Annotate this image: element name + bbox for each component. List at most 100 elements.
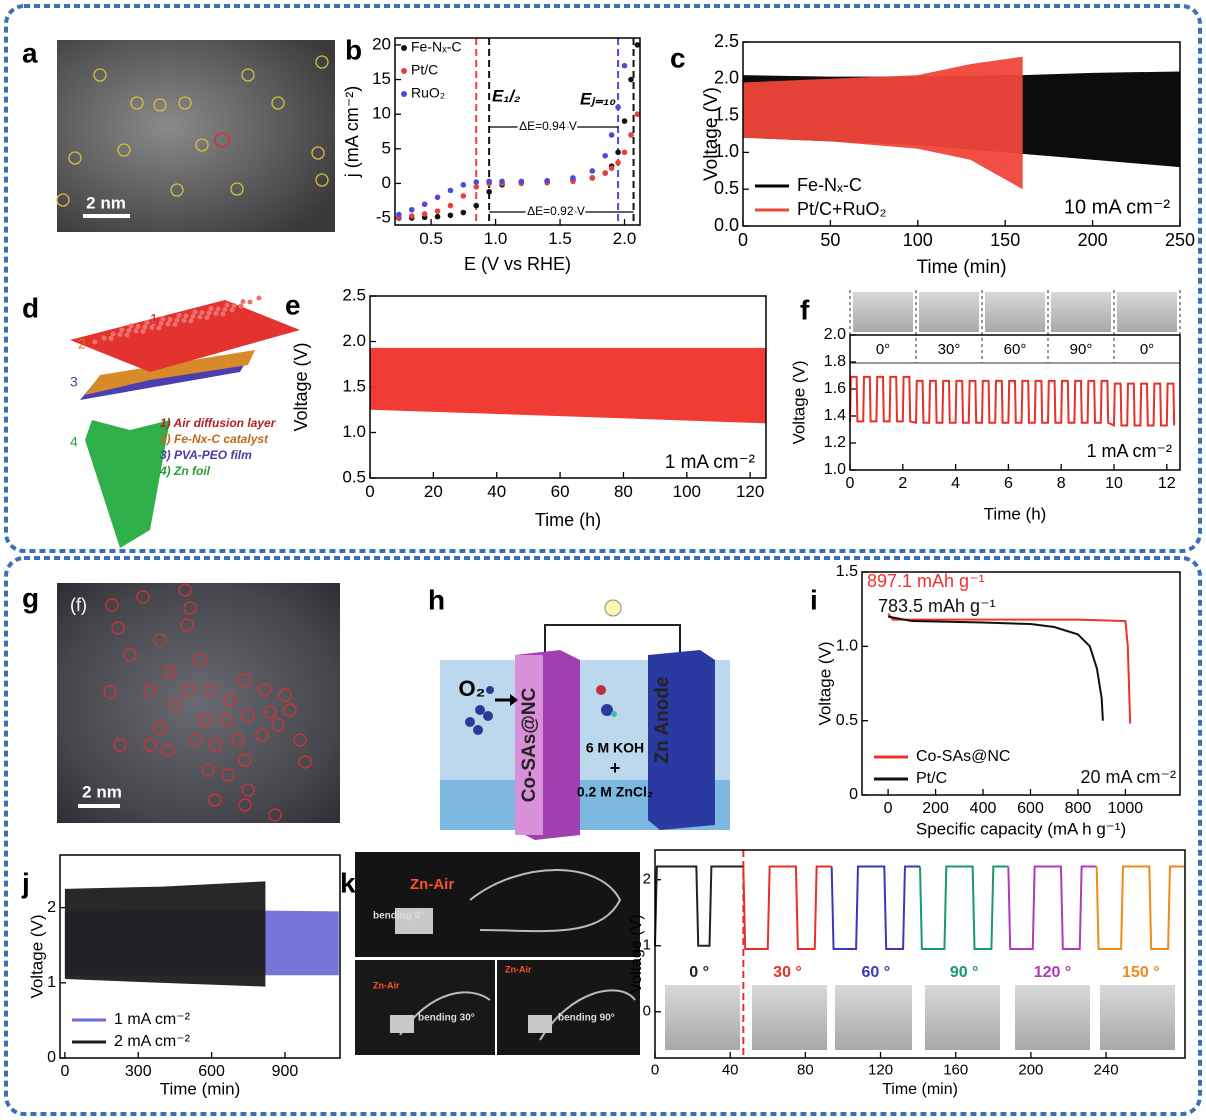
data-point (473, 202, 480, 209)
data-point (486, 178, 492, 185)
image-tag: (f) (70, 595, 87, 615)
pore-dot (135, 324, 141, 329)
data-line (1007, 865, 1097, 951)
y-axis-label: Voltage (V) (701, 87, 722, 181)
photo-caption: bending 90° (558, 1013, 615, 1024)
panel-border (4, 4, 1202, 553)
marker-circle (178, 583, 192, 597)
marker-circle (143, 738, 157, 752)
x-axis-label: Time (h) (535, 510, 601, 530)
y-tick-label: 0 (849, 786, 858, 803)
photo (1117, 292, 1177, 332)
pore-dot (144, 320, 150, 325)
x-tick-label: 160 (943, 1062, 968, 1079)
pore-dot (192, 309, 198, 315)
marker-circle (117, 143, 131, 157)
x-tick-label: 2.0 (613, 229, 637, 248)
y-tick-label: 0.5 (836, 712, 858, 729)
plot-frame (369, 295, 767, 479)
data-point (634, 42, 641, 48)
panel-label: b (345, 34, 362, 65)
marker-circle (113, 738, 127, 752)
data-point (473, 179, 480, 185)
marker-circle (238, 798, 252, 812)
pore-dot (183, 313, 189, 319)
photo-caption: bending 0° (373, 911, 424, 922)
y-tick-label: 5 (382, 138, 391, 157)
y-tick-label: 1.2 (824, 434, 846, 451)
pore-dot (224, 302, 230, 308)
x-tick-label: 80 (797, 1062, 814, 1079)
x-tick-label: 400 (970, 800, 997, 817)
pore-dot (213, 311, 219, 316)
data-point (473, 184, 480, 190)
data-line (849, 375, 1176, 428)
data-point (589, 175, 596, 181)
marker-circle (183, 601, 197, 615)
x-tick-label: 20 (424, 482, 443, 501)
pore-dot (174, 317, 180, 323)
y-tick-label: 2 (643, 871, 651, 888)
marker-circle (268, 808, 282, 822)
panel-label: k (340, 867, 356, 898)
data-line (919, 865, 1009, 951)
marker-circle (105, 598, 119, 612)
marker-circle (278, 688, 292, 702)
panel-label: f (800, 294, 810, 325)
x-tick-label: 1.0 (484, 229, 508, 248)
y-tick-label: 0.5 (342, 467, 366, 486)
data-point (570, 175, 576, 181)
panel-label: c (670, 42, 686, 73)
data-point (628, 132, 634, 138)
data-band (64, 881, 266, 987)
marker-circle (208, 738, 222, 752)
y-tick-label: 10 (372, 104, 391, 123)
y-tick-label: 0 (47, 1049, 56, 1066)
pore-dot (204, 315, 210, 320)
angle-label: 60° (1004, 341, 1027, 358)
y-tick-label: 1.0 (342, 422, 366, 441)
marker-circle (143, 683, 157, 697)
plot-frame (849, 334, 1181, 471)
annotation: 1 mA cm⁻² (665, 452, 755, 473)
x-tick-label: 12 (1158, 475, 1176, 492)
x-tick-label: 0 (365, 482, 374, 501)
marker-circle (241, 708, 255, 722)
data-point (634, 111, 641, 117)
y-axis-label: Voltage (V) (815, 641, 834, 725)
data-point (421, 201, 428, 208)
y-tick-label: 0 (643, 1003, 651, 1020)
x-tick-label: 0 (738, 230, 748, 250)
pore-dot (229, 307, 235, 313)
data-point (621, 62, 628, 69)
pore-dot (188, 318, 194, 324)
series-label: 120 ° (1034, 964, 1072, 981)
data-line (1095, 865, 1185, 951)
annotation: 20 mA cm⁻² (1080, 767, 1176, 787)
marker-circle (238, 753, 252, 767)
device-label: Zn-Air (410, 876, 454, 893)
data-point (434, 208, 441, 214)
layer-number: 2 (78, 336, 86, 352)
panel-label: g (22, 582, 39, 613)
pore-dot (119, 327, 125, 333)
legend-text: 4) Zn foil (159, 464, 211, 478)
device-label: Zn-Air (505, 964, 532, 974)
pore-dot (142, 324, 148, 330)
legend-label: Fe-Nₓ-C (797, 175, 862, 195)
y-axis-label: Voltage (V) (291, 342, 311, 431)
marker-circle (111, 621, 125, 635)
legend-label: Fe-Nₓ-C (411, 39, 461, 55)
photos-k: Zn-Air Zn-Air Zn-Air bending 0° bending … (355, 852, 640, 1055)
x-tick-label: 10 (1105, 475, 1123, 492)
marker-circle (315, 173, 329, 187)
marker-circle (230, 182, 244, 196)
x-axis-label: Time (min) (160, 1079, 241, 1098)
micrograph-a: 2 nm (56, 40, 335, 232)
data-point (628, 76, 634, 83)
y-tick-label: 2.0 (342, 331, 366, 350)
data-point (544, 177, 550, 184)
annotation: 10 mA cm⁻² (1064, 196, 1170, 218)
marker-circle (238, 673, 252, 687)
pore-dot (92, 339, 98, 345)
